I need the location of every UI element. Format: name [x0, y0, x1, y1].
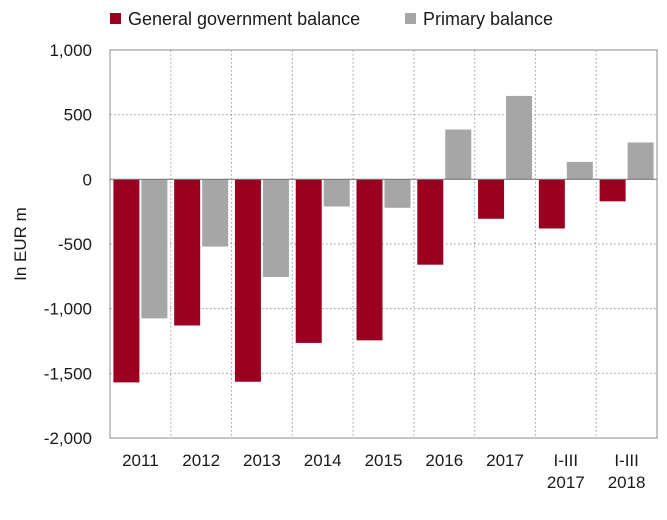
y-tick-label: 500	[64, 106, 92, 125]
bars	[113, 95, 654, 383]
plot-frame	[109, 49, 658, 439]
bar-general-government-balance-4	[356, 179, 383, 341]
x-tick-label: 2012	[182, 451, 220, 470]
bar-general-government-balance-2	[234, 179, 261, 382]
bar-primary-balance-3	[323, 179, 350, 207]
legend: General government balance Primary balanc…	[110, 9, 553, 29]
bar-primary-balance-4	[384, 179, 411, 208]
x-tick-label: 2011	[122, 451, 159, 470]
bar-primary-balance-0	[141, 179, 168, 319]
axes: 1,000 500 0 -500 -1,000 -1,500 -2,000 2011 2012 2…	[44, 41, 657, 492]
bar-primary-balance-8	[627, 142, 654, 180]
bar-general-government-balance-3	[295, 179, 322, 343]
y-tick-label: -1,000	[44, 300, 92, 319]
legend-swatch-0	[110, 13, 121, 24]
bar-general-government-balance-0	[113, 179, 140, 383]
legend-swatch-1	[405, 13, 416, 24]
x-tick-label: 2016	[425, 451, 463, 470]
grid	[109, 49, 658, 439]
x-tick-label: 2013	[243, 451, 281, 470]
x-tick-label: 2014	[304, 451, 342, 470]
y-tick-label: -500	[58, 235, 92, 254]
bar-general-government-balance-7	[538, 179, 565, 229]
bar-general-government-balance-1	[174, 179, 201, 326]
bar-primary-balance-5	[445, 129, 472, 180]
x-tick-label: 2015	[365, 451, 403, 470]
bar-primary-balance-6	[506, 95, 533, 180]
y-tick-label: -2,000	[44, 429, 92, 448]
y-axis-title: In EUR m	[11, 207, 30, 281]
bar-primary-balance-7	[566, 161, 593, 180]
x-tick-label: 2017	[486, 451, 524, 470]
bar-primary-balance-2	[262, 179, 289, 277]
bar-general-government-balance-6	[478, 179, 505, 219]
y-tick-label: -1,500	[44, 364, 92, 383]
y-tick-label: 0	[83, 170, 92, 189]
x-tick-label: I-III 2017	[547, 451, 585, 492]
bar-general-government-balance-8	[599, 179, 626, 202]
bar-general-government-balance-5	[417, 179, 444, 265]
bar-primary-balance-1	[202, 179, 229, 247]
x-tick-label: I-III 2018	[608, 451, 646, 492]
legend-label-0: General government balance	[128, 9, 360, 29]
y-tick-label: 1,000	[49, 41, 92, 60]
legend-label-1: Primary balance	[423, 9, 553, 29]
